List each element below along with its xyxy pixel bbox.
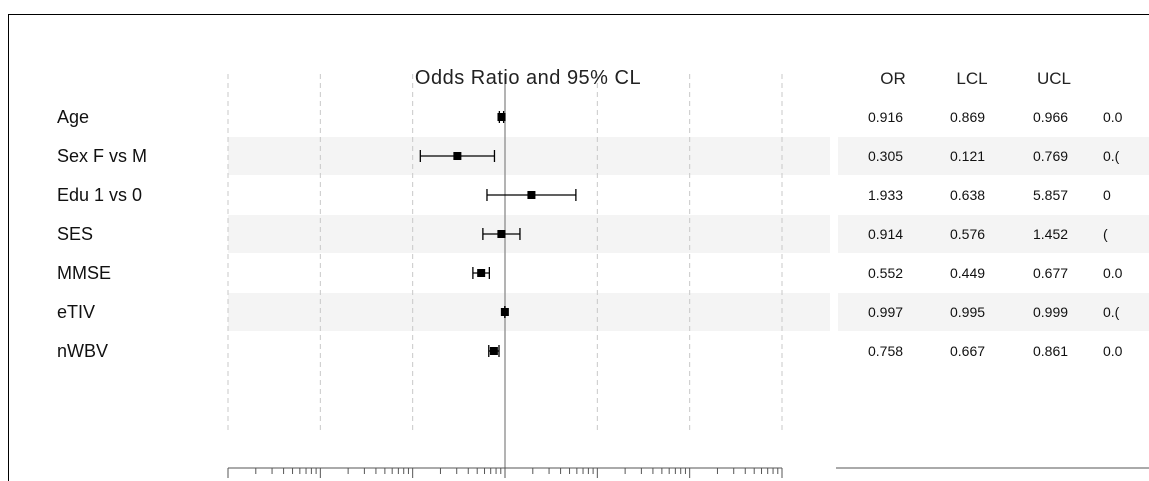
chart-title: Odds Ratio and 95% CL	[415, 67, 641, 89]
row-label: Sex F vs M	[57, 146, 147, 166]
cell-ucl: 0.769	[1033, 148, 1068, 164]
cell-or: 0.305	[868, 148, 903, 164]
header-or: OR	[880, 69, 906, 88]
chart-frame	[8, 14, 1149, 481]
row-label: Age	[57, 107, 89, 127]
row-label: SES	[57, 224, 93, 244]
x-axis	[227, 467, 783, 478]
row-labels: Age Sex F vs M Edu 1 vs 0 SES MMSE eTIV nWBV	[57, 107, 147, 361]
cell-lcl: 0.638	[950, 187, 985, 203]
estimate-marker	[477, 269, 486, 277]
cell-ucl: 0.966	[1033, 109, 1068, 125]
table-headers: OR LCL UCL	[880, 69, 1071, 88]
cell-ucl: 0.677	[1033, 265, 1068, 281]
cell-extra: 0	[1103, 187, 1111, 203]
row-band	[228, 215, 830, 253]
row-band	[838, 137, 1149, 175]
cell-extra: 0.0	[1103, 343, 1123, 359]
cell-extra: 0.0	[1103, 265, 1123, 281]
row-band	[838, 215, 1149, 253]
cell-extra: 0.(	[1103, 304, 1120, 320]
estimate-marker	[500, 308, 509, 316]
cell-extra: 0.0	[1103, 109, 1123, 125]
cell-ucl: 0.999	[1033, 304, 1068, 320]
table-cells: 0.916 0.869 0.966 0.0 0.305 0.121 0.769 0.( 1.93…	[868, 109, 1123, 359]
cell-lcl: 0.667	[950, 343, 985, 359]
row-band	[228, 137, 830, 175]
cell-or: 0.914	[868, 226, 903, 242]
cell-or: 0.916	[868, 109, 903, 125]
cell-lcl: 0.449	[950, 265, 985, 281]
cell-ucl: 5.857	[1033, 187, 1068, 203]
header-ucl: UCL	[1037, 69, 1071, 88]
row-label: nWBV	[57, 341, 108, 361]
row-band	[838, 293, 1149, 331]
row-label: eTIV	[57, 302, 95, 322]
estimate-marker	[489, 347, 498, 355]
cell-or: 1.933	[868, 187, 903, 203]
row-label: Edu 1 vs 0	[57, 185, 142, 205]
estimate-marker	[497, 113, 506, 121]
header-lcl: LCL	[956, 69, 987, 88]
cell-lcl: 0.995	[950, 304, 985, 320]
estimate-marker	[527, 191, 536, 199]
cell-or: 0.758	[868, 343, 903, 359]
cell-ucl: 0.861	[1033, 343, 1068, 359]
cell-or: 0.552	[868, 265, 903, 281]
estimate-marks	[419, 111, 577, 357]
cell-ucl: 1.452	[1033, 226, 1068, 242]
row-label: MMSE	[57, 263, 111, 283]
row-bands	[228, 137, 1149, 331]
cell-lcl: 0.576	[950, 226, 985, 242]
row-band	[228, 293, 830, 331]
cell-lcl: 0.869	[950, 109, 985, 125]
estimate-marker	[453, 152, 462, 160]
estimate-marker	[497, 230, 506, 238]
cell-extra: (	[1103, 226, 1108, 242]
cell-or: 0.997	[868, 304, 903, 320]
cell-extra: 0.(	[1103, 148, 1120, 164]
cell-lcl: 0.121	[950, 148, 985, 164]
